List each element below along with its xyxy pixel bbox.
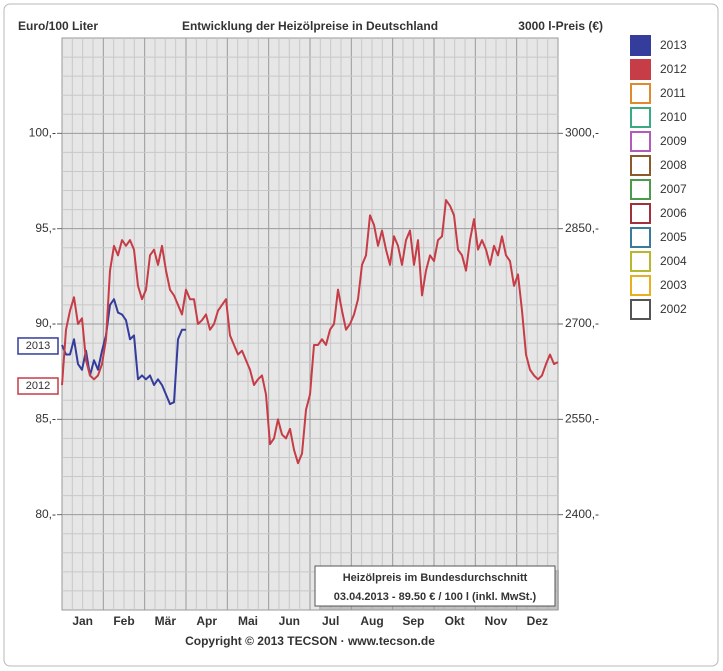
y-tick-label: 85,-: [35, 412, 56, 426]
x-tick-label: Jul: [322, 614, 339, 628]
legend-label: 2007: [660, 182, 687, 196]
x-tick-label: Mär: [155, 614, 177, 628]
y2-tick-label: 3000,-: [565, 126, 599, 140]
legend-label: 2006: [660, 206, 687, 220]
x-tick-label: Nov: [485, 614, 508, 628]
legend-swatch: [630, 155, 651, 176]
x-tick-label: Aug: [360, 614, 383, 628]
x-tick-label: Apr: [196, 614, 217, 628]
y-axis-label: Euro/100 Liter: [18, 19, 98, 33]
legend-label: 2011: [660, 86, 686, 100]
y2-axis-label: 3000 l-Preis (€): [518, 19, 603, 33]
legend-label: 2008: [660, 158, 687, 172]
legend-label: 2005: [660, 230, 687, 244]
x-tick-label: Mai: [238, 614, 258, 628]
y2-tick-label: 2850,-: [565, 221, 599, 235]
info-box: [314, 565, 556, 607]
y-tick-label: 95,-: [35, 221, 56, 235]
legend-label: 2013: [660, 38, 687, 52]
series-tag: [17, 337, 59, 355]
y-tick-label: 100,-: [29, 126, 56, 140]
legend-label: 2004: [660, 254, 687, 268]
legend-swatch: [630, 203, 651, 224]
legend-swatch: [630, 251, 651, 272]
x-tick-label: Jun: [279, 614, 300, 628]
y2-tick-label: 2550,-: [565, 412, 599, 426]
footer: Copyright © 2013 TECSON · www.tecson.de: [185, 634, 435, 648]
x-tick-label: Okt: [445, 614, 465, 628]
series-line: [61, 199, 559, 465]
legend-label: 2010: [660, 110, 687, 124]
legend-label: 2003: [660, 278, 687, 292]
y2-tick-label: 2400,-: [565, 507, 599, 521]
x-tick-label: Dez: [527, 614, 548, 628]
series-tag: [17, 377, 59, 395]
y-tick-label: 90,-: [35, 316, 56, 330]
legend-swatch: [630, 179, 651, 200]
series-tag-label: 2012: [26, 380, 50, 392]
y2-tick-label: 2700,-: [565, 316, 599, 330]
legend-label: 2002: [660, 302, 687, 316]
legend-label: 2009: [660, 134, 687, 148]
legend-swatch: [630, 227, 651, 248]
series-tag-label: 2013: [26, 340, 50, 352]
legend-swatch: [630, 299, 651, 320]
legend-swatch: [630, 131, 651, 152]
y-tick-label: 80,-: [35, 507, 56, 521]
legend-swatch: [630, 83, 651, 104]
series-line: [61, 298, 186, 406]
info-title: Heizölpreis im Bundesdurchschnitt: [343, 572, 528, 584]
legend-swatch: [630, 59, 651, 80]
legend-swatch: [630, 275, 651, 296]
x-tick-label: Sep: [402, 614, 424, 628]
legend-label: 2012: [660, 62, 687, 76]
x-tick-label: Jan: [72, 614, 93, 628]
info-text: 03.04.2013 - 89.50 € / 100 l (inkl. MwSt…: [334, 591, 537, 603]
legend-swatch: [630, 35, 651, 56]
chart-title: Entwicklung der Heizölpreise in Deutschl…: [182, 19, 438, 33]
legend-swatch: [630, 107, 651, 128]
x-tick-label: Feb: [113, 614, 134, 628]
